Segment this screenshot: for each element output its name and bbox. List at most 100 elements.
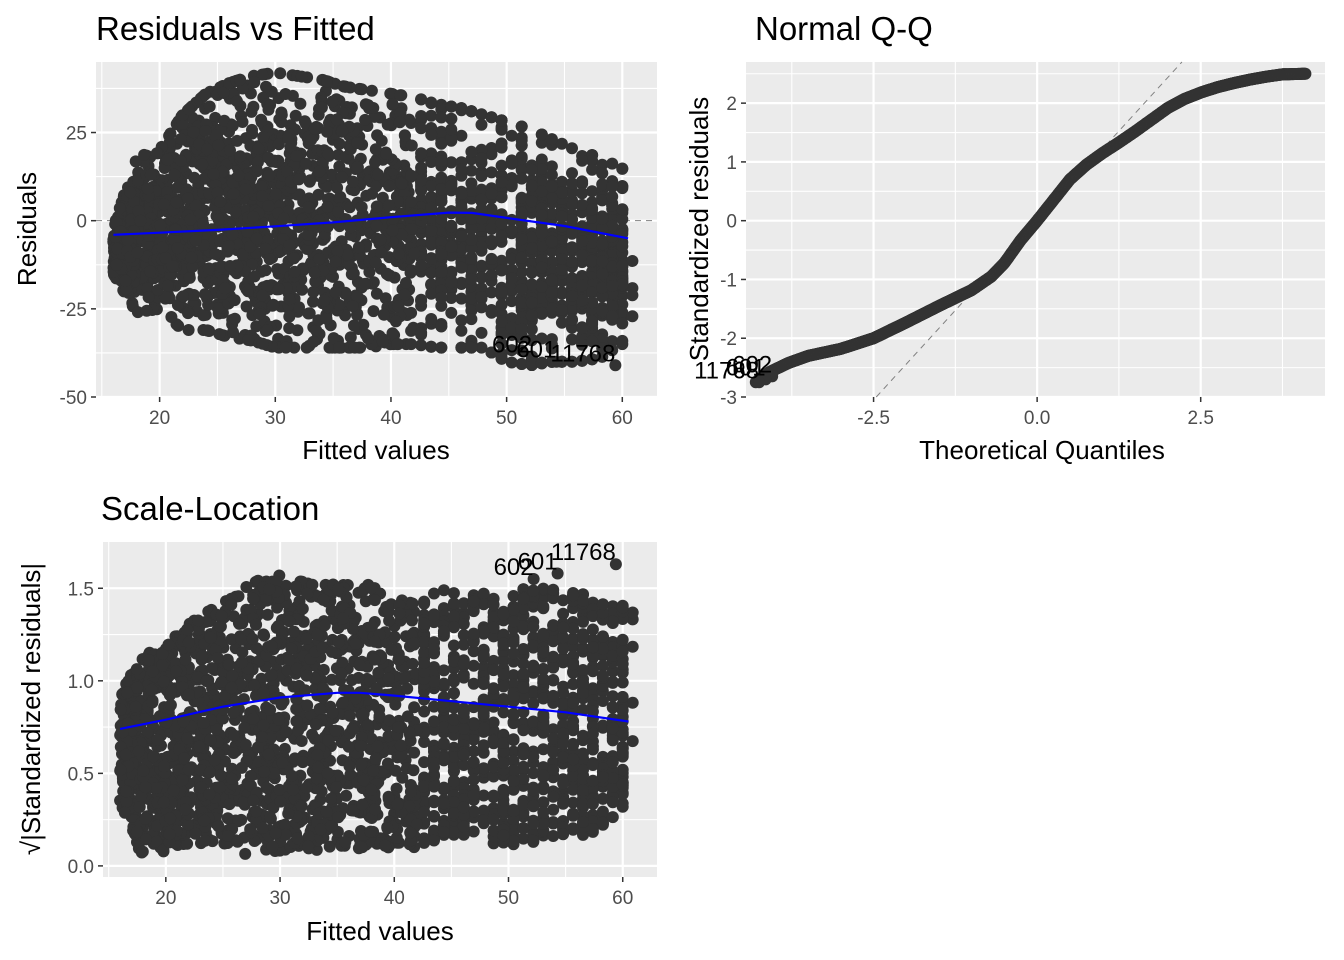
data-point [370,220,383,232]
data-point [392,247,405,260]
data-point [445,267,458,280]
data-point [606,335,619,348]
data-point [475,108,488,121]
data-point [425,214,438,227]
data-point [586,335,599,348]
data-point [283,239,296,252]
data-point [296,283,308,296]
data-point [445,112,458,125]
data-point [606,300,619,313]
data-point [247,210,260,223]
data-point [465,304,478,317]
data-point [566,241,578,254]
data-point [207,168,220,181]
data-point [445,240,458,253]
data-point [616,278,629,291]
y-axis-title: Residuals [12,172,42,286]
data-point [253,308,266,321]
data-point [485,306,498,319]
data-point [505,224,518,237]
data-point [294,97,307,110]
data-point [405,169,418,182]
data-point [606,310,619,323]
data-point [555,253,568,265]
data-point [197,217,209,230]
data-point [465,313,478,326]
data-point [256,289,269,302]
data-point [314,823,327,836]
data-point [374,233,387,246]
data-point [596,178,609,191]
data-point [545,133,558,146]
data-point [279,341,292,354]
data-point [445,220,458,233]
grid-lines [746,62,1325,399]
data-point [256,337,269,350]
data-point [124,186,137,199]
data-point [616,162,629,175]
data-point [392,653,405,666]
data-point [144,168,157,181]
data-point [304,174,317,187]
data-point [216,165,229,178]
data-point [586,236,599,249]
data-point [455,276,468,289]
data-point [119,274,132,287]
data-point [336,171,349,184]
data-point [555,264,568,276]
data-point [505,272,518,285]
data-point [445,179,458,192]
data-point [391,338,404,351]
data-point [535,239,548,252]
data-point [445,306,458,319]
data-point [333,137,346,150]
data-point [327,332,340,345]
data-point [576,322,589,335]
chart-title: Residuals vs Fitted [96,10,375,47]
data-point [465,184,478,197]
data-point [403,113,416,126]
data-point [111,242,124,255]
data-point [596,333,609,346]
data-point [425,192,438,205]
data-point [161,153,174,166]
data-point [176,117,189,130]
data-point [386,224,399,237]
data-point [309,275,322,288]
data-point [186,260,199,273]
data-point [566,177,578,190]
data-point [525,231,538,244]
data-point [576,338,589,351]
data-point [138,148,151,161]
data-point [321,125,333,138]
data-point [150,147,163,160]
y-tick-label: 25 [66,124,87,145]
data-point [606,280,619,292]
data-point [234,150,247,163]
data-point [606,247,619,260]
data-point [435,195,448,208]
data-point [465,145,478,158]
data-point [415,93,428,106]
data-point [228,312,241,325]
data-point [355,201,368,214]
data-point [134,214,147,227]
data-point [465,273,478,286]
data-point [425,225,438,237]
data-point [596,194,609,207]
data-point [405,338,418,351]
data-point [606,219,619,232]
data-point [596,342,609,355]
data-point [290,150,303,162]
data-point [435,266,448,278]
data-point [415,183,428,196]
data-point [239,847,252,860]
data-point [251,156,264,169]
data-point [495,230,508,243]
data-point [557,642,570,655]
data-point [566,313,578,326]
data-point [329,286,342,299]
data-point [415,339,428,352]
